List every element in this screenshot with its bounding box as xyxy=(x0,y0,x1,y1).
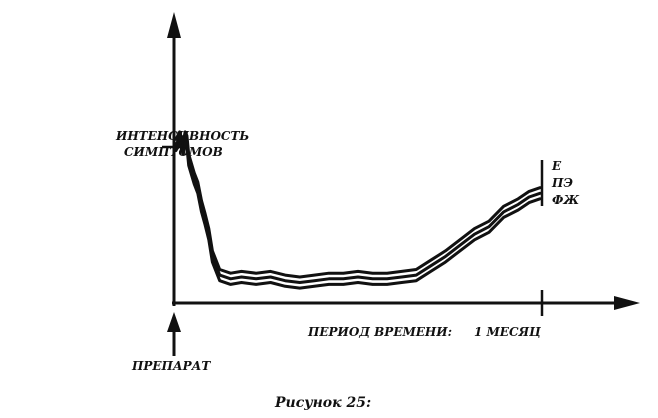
y-axis-label-line-2: СИМПТОМОВ xyxy=(124,145,223,159)
figure-caption: Рисунок 25: xyxy=(274,395,371,411)
x-axis-arrow-icon xyxy=(614,296,640,310)
drug-arrow-icon xyxy=(167,312,181,332)
y-axis-label-line-1: ИНТЕНСИВНОСТЬ xyxy=(115,129,249,143)
x-axis-label: ПЕРИОД ВРЕМЕНИ: xyxy=(307,325,452,339)
y-axis-arrow-icon xyxy=(167,12,181,38)
curves xyxy=(174,130,542,290)
series-fzh-line xyxy=(174,141,542,290)
legend-entry-e: Е xyxy=(551,159,562,173)
drug-start-label: ПРЕПАРАТ xyxy=(131,359,211,373)
series-e-line xyxy=(174,130,542,279)
axes xyxy=(162,12,640,356)
legend-entry-fzh: ФЖ xyxy=(552,193,579,207)
legend-entry-pe: ПЭ xyxy=(551,176,573,190)
x-tick-label-month: 1 МЕСЯЦ xyxy=(474,325,541,339)
series-pe-line xyxy=(174,136,542,284)
